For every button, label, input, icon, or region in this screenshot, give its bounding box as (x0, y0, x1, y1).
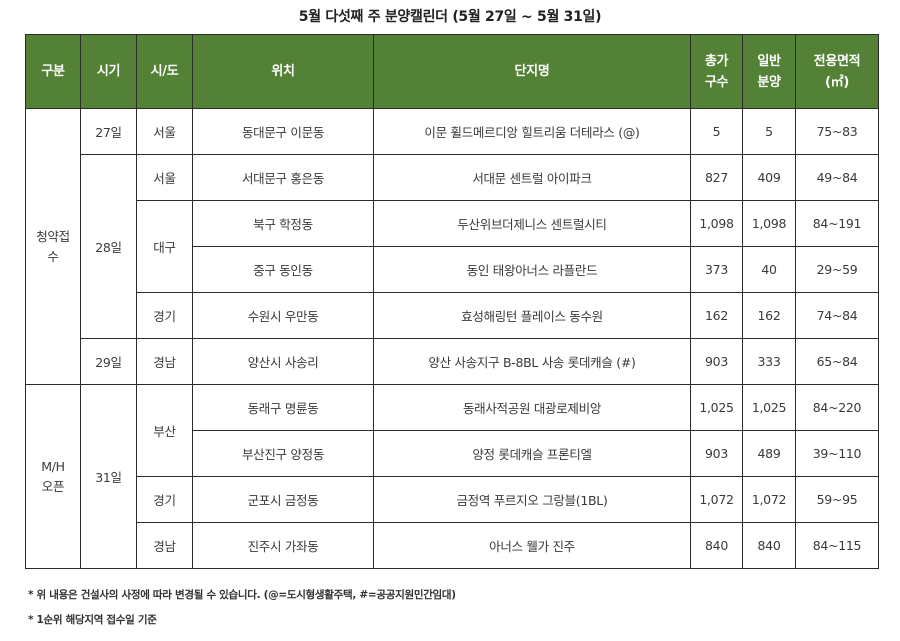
province-cell: 경기 (136, 292, 193, 339)
header-total-units: 총가 구수 (690, 34, 743, 109)
total-units-cell: 1,072 (690, 476, 743, 523)
table-row: 경남 진주시 가좌동 아너스 웰가 진주 840 840 84~115 (26, 522, 879, 569)
complex-cell: 양정 롯데캐슬 프론티엘 (373, 430, 691, 477)
general-sale-cell: 1,072 (742, 476, 796, 523)
table-row: M/H 오픈 31일 부산 동래구 명륜동 동래사적공원 대광로제비앙 1,025… (25, 384, 879, 569)
location-cell: 수원시 우만동 (192, 292, 374, 339)
area-cell: 84~191 (795, 200, 879, 247)
complex-cell: 이문 휠드메르디앙 힐트리움 더테라스 (@) (373, 108, 691, 155)
location-cell: 서대문구 홍은동 (192, 154, 374, 201)
complex-cell: 아너스 웰가 진주 (373, 522, 691, 569)
location-cell: 북구 학정동 (192, 200, 374, 247)
footnote-basis: * 1순위 해당지역 접수일 기준 (28, 614, 157, 626)
total-units-cell: 1,098 (690, 200, 743, 247)
location-cell: 진주시 가좌동 (192, 522, 374, 569)
area-cell: 29~59 (795, 246, 879, 293)
total-units-cell: 5 (690, 108, 743, 155)
table-row: 청약접 수 27일 서울 동대문구 이문동 이문 휠드메르디앙 힐트리움 더테라스… (25, 108, 879, 385)
complex-cell: 동래사적공원 대광로제비앙 (373, 384, 691, 431)
table-row: 경기 수원시 우만동 효성해링턴 플레이스 동수원 162 162 74~84 (26, 292, 879, 339)
total-units-cell: 903 (690, 430, 743, 477)
area-cell: 84~115 (795, 522, 879, 569)
header-area: 전용면적 (㎡) (795, 34, 879, 109)
general-sale-cell: 489 (742, 430, 796, 477)
table-row: 부산진구 양정동 양정 롯데캐슬 프론티엘 903 489 39~110 (26, 430, 879, 477)
location-cell: 군포시 금정동 (192, 476, 374, 523)
total-units-cell: 162 (690, 292, 743, 339)
table-row: 중구 동인동 동인 태왕아너스 라플란드 373 40 29~59 (26, 246, 879, 293)
province-cell: 경기 (136, 476, 193, 523)
table-row: 28일 서울 서대문구 홍은동 서대문 센트럴 아이파크 827 409 49~… (26, 154, 879, 339)
group-subscription: 청약접 수 (25, 108, 81, 385)
area-cell: 74~84 (795, 292, 879, 339)
total-units-cell: 903 (690, 338, 743, 385)
total-units-cell: 1,025 (690, 384, 743, 431)
area-cell: 49~84 (795, 154, 879, 201)
footnote-disclaimer: * 위 내용은 건설사의 사정에 따라 변경될 수 있습니다. (@=도시형생활… (28, 589, 456, 601)
complex-cell: 효성해링턴 플레이스 동수원 (373, 292, 691, 339)
province-cell: 경남 (136, 338, 193, 385)
location-cell: 중구 동인동 (192, 246, 374, 293)
total-units-cell: 827 (690, 154, 743, 201)
page-title: 5월 다섯째 주 분양캘린더 (5월 27일 ~ 5월 31일) (298, 9, 602, 25)
complex-cell: 동인 태왕아너스 라플란드 (373, 246, 691, 293)
general-sale-cell: 409 (742, 154, 796, 201)
location-cell: 부산진구 양정동 (192, 430, 374, 477)
complex-cell: 두산위브더제니스 센트럴시티 (373, 200, 691, 247)
table-row: 경기 군포시 금정동 금정역 푸르지오 그랑블(1BL) 1,072 1,072… (26, 476, 879, 523)
date-cell: 31일 (80, 384, 137, 569)
area-cell: 84~220 (795, 384, 879, 431)
header-complex: 단지명 (373, 34, 691, 109)
total-units-cell: 373 (690, 246, 743, 293)
date-cell: 29일 (80, 338, 137, 385)
table-row: 29일 경남 양산시 사송리 양산 사송지구 B-8BL 사송 롯데캐슬 (#)… (26, 338, 879, 385)
general-sale-cell: 5 (742, 108, 796, 155)
location-cell: 동래구 명륜동 (192, 384, 374, 431)
table-header-row: 구분 시기 시/도 위치 단지명 총가 구수 일반 분양 전용면적 (㎡) (25, 34, 879, 109)
header-location: 위치 (192, 34, 374, 109)
date-cell: 28일 (80, 154, 137, 339)
area-cell: 59~95 (795, 476, 879, 523)
province-cell: 부산 (136, 384, 193, 477)
header-province: 시/도 (136, 34, 193, 109)
location-cell: 동대문구 이문동 (192, 108, 374, 155)
general-sale-cell: 40 (742, 246, 796, 293)
date-cell: 27일 (80, 108, 137, 155)
header-date: 시기 (80, 34, 137, 109)
general-sale-cell: 840 (742, 522, 796, 569)
total-units-cell: 840 (690, 522, 743, 569)
province-cell: 서울 (136, 154, 193, 201)
province-cell: 서울 (136, 108, 193, 155)
group-model-house-open: M/H 오픈 (25, 384, 81, 569)
general-sale-cell: 1,025 (742, 384, 796, 431)
area-cell: 39~110 (795, 430, 879, 477)
general-sale-cell: 333 (742, 338, 796, 385)
area-cell: 65~84 (795, 338, 879, 385)
area-cell: 75~83 (795, 108, 879, 155)
complex-cell: 양산 사송지구 B-8BL 사송 롯데캐슬 (#) (373, 338, 691, 385)
province-cell: 대구 (136, 200, 193, 293)
location-cell: 양산시 사송리 (192, 338, 374, 385)
header-general-sale: 일반 분양 (742, 34, 796, 109)
complex-cell: 서대문 센트럴 아이파크 (373, 154, 691, 201)
header-category: 구분 (25, 34, 81, 109)
table-row: 대구 북구 학정동 두산위브더제니스 센트럴시티 1,098 1,098 84~… (26, 200, 879, 293)
province-cell: 경남 (136, 522, 193, 569)
general-sale-cell: 162 (742, 292, 796, 339)
complex-cell: 금정역 푸르지오 그랑블(1BL) (373, 476, 691, 523)
sales-calendar-table: 구분 시기 시/도 위치 단지명 총가 구수 일반 분양 전용면적 (㎡) 청약접 수 … (25, 34, 879, 569)
general-sale-cell: 1,098 (742, 200, 796, 247)
